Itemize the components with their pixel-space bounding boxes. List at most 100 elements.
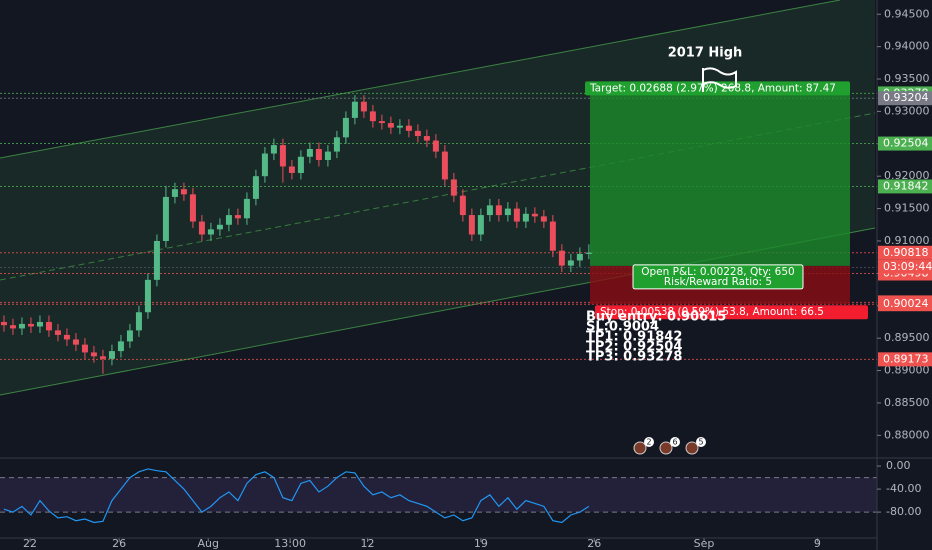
candle-body [540, 216, 547, 222]
candle-body [306, 148, 313, 157]
y-tick-label: 0.93500 [884, 72, 930, 85]
candle-body [342, 117, 349, 138]
candle-body [81, 344, 88, 353]
candle-body [513, 208, 520, 222]
y-tick-label: 0.88000 [884, 428, 930, 441]
y-tick-label: 0.94500 [884, 7, 930, 20]
pnl-label-box [632, 264, 804, 290]
candle-body [387, 123, 394, 128]
candle-body [72, 339, 79, 345]
event-count-bg [644, 437, 654, 447]
candle-body [54, 330, 61, 335]
candle-body [261, 153, 268, 177]
profit-zone [590, 93, 850, 266]
candle-body [414, 130, 421, 137]
candle-body [495, 205, 502, 216]
level-label-box [878, 91, 932, 106]
candle-body [405, 125, 412, 131]
level-label-box [878, 297, 932, 312]
candle-body [288, 166, 295, 173]
countdown: 03:09:44 [883, 260, 932, 273]
event-count: 6 [672, 438, 677, 447]
x-tick-label: 26 [112, 537, 126, 550]
candle-body [99, 356, 106, 359]
flag-icon [702, 67, 737, 92]
candle-body [441, 151, 448, 180]
candle-body [90, 352, 97, 357]
candle-body [423, 136, 430, 141]
candle-body [117, 341, 124, 352]
event-badge [659, 441, 673, 455]
candle-body [333, 137, 340, 152]
candle-body [432, 140, 439, 152]
candles [0, 95, 592, 374]
annotation: 2017 High [668, 46, 743, 61]
candle-body [189, 194, 196, 222]
level-label: 0.90024 [883, 297, 929, 310]
rr-label: Risk/Reward Ratio: 5 [664, 276, 772, 288]
candle-body [279, 145, 286, 167]
candle-body [207, 229, 214, 235]
x-tick-label: 22 [23, 537, 37, 550]
candle-body [9, 325, 16, 329]
candle-body [144, 279, 151, 313]
candle-body [243, 198, 250, 219]
level-label: 0.93204 [883, 91, 929, 104]
note: TP2: 0.92504 [586, 340, 682, 355]
event-count-bg [670, 437, 680, 447]
candle-body [36, 321, 43, 327]
osc-line [3, 468, 590, 524]
candle-body [27, 323, 34, 327]
candle-body [468, 215, 475, 235]
x-tick-label: 12 [360, 537, 374, 550]
candle-body [198, 221, 205, 235]
candle-body [378, 121, 385, 124]
level-label-box [878, 352, 932, 367]
y-tick-label: 0.88500 [884, 396, 930, 409]
y2-tick-label: -40.00 [886, 482, 921, 495]
candle-body [576, 253, 583, 261]
level-label: 0.90818 [883, 246, 929, 259]
x-tick-label: Sep [694, 537, 715, 550]
candle-body [135, 312, 142, 331]
stop-label: Stop: 0.00538 (0.59%) 53.8, Amount: 66.5 [600, 306, 824, 318]
x-tick-label: 19 [474, 537, 488, 550]
level-label: 0.89173 [883, 352, 929, 365]
candle-body [351, 101, 358, 118]
candle-body [585, 252, 592, 254]
candle-body [180, 189, 187, 195]
event-badge [685, 441, 699, 455]
candle-body [108, 351, 115, 359]
level-label-box [878, 136, 932, 151]
countdown-box [878, 259, 932, 274]
candle-body [126, 330, 133, 342]
event-badge [633, 441, 647, 455]
x-tick-label: 9 [814, 537, 821, 550]
trade-box: Target: 0.02688 (2.97%) 268.8, Amount: 8… [585, 81, 868, 320]
candle-body [459, 195, 466, 216]
candle-body [360, 101, 367, 112]
x-tick-label: 13:00 [274, 537, 306, 550]
candle-body [477, 215, 484, 235]
candle-body [558, 250, 565, 266]
candle-body [396, 125, 403, 128]
osc-band [0, 477, 877, 513]
candle-body [216, 224, 223, 230]
candle-body [18, 323, 25, 329]
candle-body [63, 334, 70, 340]
level-label-box [878, 245, 932, 260]
level-label: 0.91842 [883, 179, 929, 192]
candle-body [162, 196, 169, 241]
candle-body [450, 179, 457, 196]
channel-upper [0, 0, 841, 159]
y2-tick-label: -80.00 [886, 505, 921, 518]
note: TP1: 0.91842 [586, 330, 682, 345]
y-tick-label: 0.92000 [884, 169, 930, 182]
y-tick-label: 0.91500 [884, 202, 930, 215]
y-tick-label: 0.93000 [884, 104, 930, 117]
candle-body [531, 213, 538, 217]
candle-body [369, 111, 376, 122]
candle-body [45, 321, 52, 331]
candle-body [297, 156, 304, 173]
